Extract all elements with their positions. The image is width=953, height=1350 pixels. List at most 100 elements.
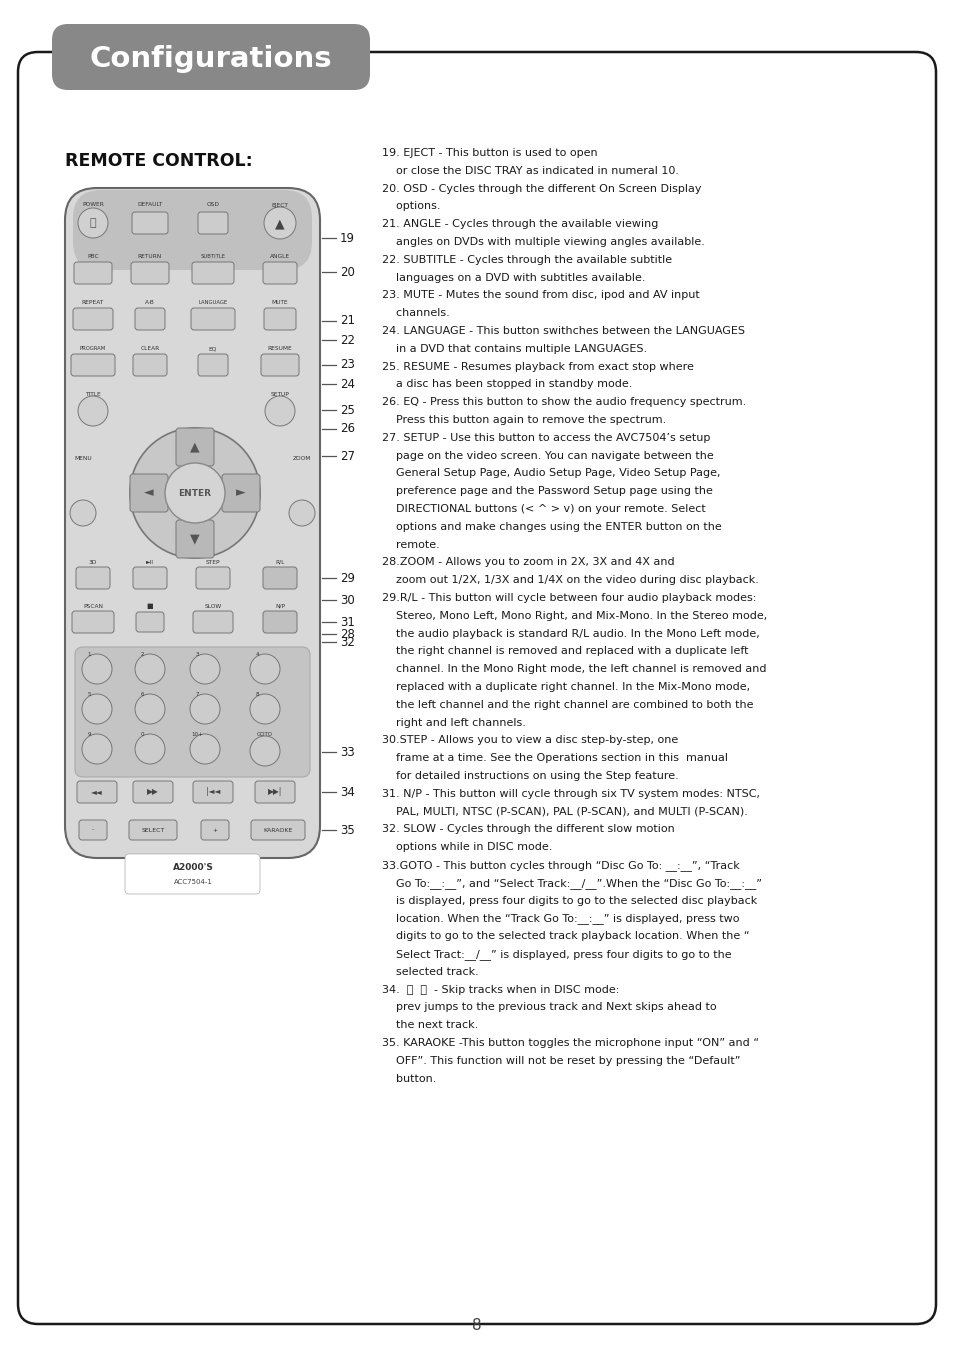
Text: 5: 5 [87,693,91,698]
Text: Select Tract:__/__” is displayed, press four digits to go to the: Select Tract:__/__” is displayed, press … [381,949,731,960]
Text: ⓘ: ⓘ [90,217,96,228]
Text: button.: button. [381,1073,436,1084]
FancyBboxPatch shape [125,855,260,894]
Text: ►II: ►II [146,559,153,564]
Text: ■: ■ [147,603,153,609]
Text: 21. ANGLE - Cycles through the available viewing: 21. ANGLE - Cycles through the available… [381,219,658,230]
Text: A2000'S: A2000'S [172,864,213,872]
Text: Configurations: Configurations [90,45,332,73]
FancyBboxPatch shape [71,612,113,633]
FancyBboxPatch shape [132,354,167,377]
FancyBboxPatch shape [254,782,294,803]
FancyBboxPatch shape [132,782,172,803]
Circle shape [190,694,220,724]
Text: 34: 34 [339,786,355,798]
FancyBboxPatch shape [132,212,168,234]
Circle shape [190,734,220,764]
Text: ◄◄: ◄◄ [91,787,103,796]
Text: A-B: A-B [145,301,154,305]
Text: 24. LANGUAGE - This button swithches between the LANGUAGES: 24. LANGUAGE - This button swithches bet… [381,325,744,336]
FancyBboxPatch shape [71,354,115,377]
Text: the audio playback is standard R/L audio. In the Mono Left mode,: the audio playback is standard R/L audio… [381,629,759,639]
FancyBboxPatch shape [193,782,233,803]
Text: 20. OSD - Cycles through the different On Screen Display: 20. OSD - Cycles through the different O… [381,184,700,193]
FancyBboxPatch shape [136,612,164,632]
FancyBboxPatch shape [193,612,233,633]
Text: zoom out 1/2X, 1/3X and 1/4X on the video during disc playback.: zoom out 1/2X, 1/3X and 1/4X on the vide… [381,575,758,585]
Text: GOTO: GOTO [256,733,273,737]
FancyBboxPatch shape [192,262,233,284]
FancyBboxPatch shape [175,520,213,558]
Text: REMOTE CONTROL:: REMOTE CONTROL: [65,153,253,170]
Text: 8: 8 [472,1318,481,1332]
FancyBboxPatch shape [52,24,370,90]
Circle shape [78,208,108,238]
Text: Go To:__:__”, and “Select Track:__/__”.When the “Disc Go To:__:__”: Go To:__:__”, and “Select Track:__/__”.W… [381,878,761,888]
FancyBboxPatch shape [76,567,110,589]
Text: languages on a DVD with subtitles available.: languages on a DVD with subtitles availa… [381,273,645,282]
Text: R/L: R/L [275,559,284,564]
Text: 29.R/L - This button will cycle between four audio playback modes:: 29.R/L - This button will cycle between … [381,593,756,603]
Text: 3: 3 [195,652,198,657]
Circle shape [264,207,295,239]
FancyBboxPatch shape [18,53,935,1324]
Text: channels.: channels. [381,308,449,319]
Text: ACC7504-1: ACC7504-1 [173,879,213,886]
Text: 30: 30 [339,594,355,606]
FancyBboxPatch shape [198,354,228,377]
Text: page on the video screen. You can navigate between the: page on the video screen. You can naviga… [381,451,713,460]
FancyBboxPatch shape [198,212,228,234]
Text: 1: 1 [87,652,91,657]
Text: selected track.: selected track. [381,967,478,977]
FancyBboxPatch shape [201,819,229,840]
FancyBboxPatch shape [263,262,296,284]
Text: Stereo, Mono Left, Mono Right, and Mix-Mono. In the Stereo mode,: Stereo, Mono Left, Mono Right, and Mix-M… [381,610,766,621]
Text: ◄: ◄ [144,486,153,500]
Text: EJECT: EJECT [272,202,288,208]
Text: 27. SETUP - Use this button to access the AVC7504’s setup: 27. SETUP - Use this button to access th… [381,433,710,443]
Text: 25. RESUME - Resumes playback from exact stop where: 25. RESUME - Resumes playback from exact… [381,362,693,371]
Text: 33.GOTO - This button cycles through “Disc Go To: __:__”, “Track: 33.GOTO - This button cycles through “Di… [381,860,739,871]
Circle shape [82,734,112,764]
Text: 8: 8 [255,693,258,698]
Text: ►: ► [236,486,246,500]
Text: REPEAT: REPEAT [82,301,104,305]
Text: 23. MUTE - Mutes the sound from disc, ipod and AV input: 23. MUTE - Mutes the sound from disc, ip… [381,290,699,301]
Text: 31. N/P - This button will cycle through six TV system modes: NTSC,: 31. N/P - This button will cycle through… [381,788,760,799]
Text: ▲: ▲ [190,440,199,454]
Text: the left channel and the right channel are combined to both the: the left channel and the right channel a… [381,699,753,710]
FancyBboxPatch shape [251,819,305,840]
Text: ▶▶|: ▶▶| [268,787,282,796]
Text: 35: 35 [339,824,355,837]
Text: ▲: ▲ [274,217,285,231]
Text: SLOW: SLOW [204,603,221,609]
Text: the next track.: the next track. [381,1021,477,1030]
FancyBboxPatch shape [73,190,312,270]
Circle shape [250,653,280,684]
FancyBboxPatch shape [73,308,112,329]
Text: angles on DVDs with multiple viewing angles available.: angles on DVDs with multiple viewing ang… [381,238,704,247]
Text: 31: 31 [339,616,355,629]
Text: 33: 33 [339,745,355,759]
Text: STEP: STEP [206,559,220,564]
FancyBboxPatch shape [79,819,107,840]
Text: digits to go to the selected track playback location. When the “: digits to go to the selected track playb… [381,931,749,941]
Text: ZOOM: ZOOM [293,455,311,460]
Text: SELECT: SELECT [141,828,165,833]
FancyBboxPatch shape [135,308,165,329]
Text: 4: 4 [255,652,258,657]
FancyBboxPatch shape [175,428,213,466]
Text: EQ: EQ [209,347,217,351]
Text: replaced with a duplicate right channel. In the Mix-Mono mode,: replaced with a duplicate right channel.… [381,682,749,693]
Text: 28: 28 [339,628,355,640]
Circle shape [82,694,112,724]
Text: -: - [91,828,94,833]
Circle shape [70,500,96,526]
Text: LANGUAGE: LANGUAGE [198,301,228,305]
Text: RESUME: RESUME [268,347,292,351]
Text: 9: 9 [87,733,91,737]
Circle shape [78,396,108,427]
Text: 7: 7 [195,693,198,698]
Text: ▶▶: ▶▶ [147,787,159,796]
Text: PROGRAM: PROGRAM [80,347,106,351]
